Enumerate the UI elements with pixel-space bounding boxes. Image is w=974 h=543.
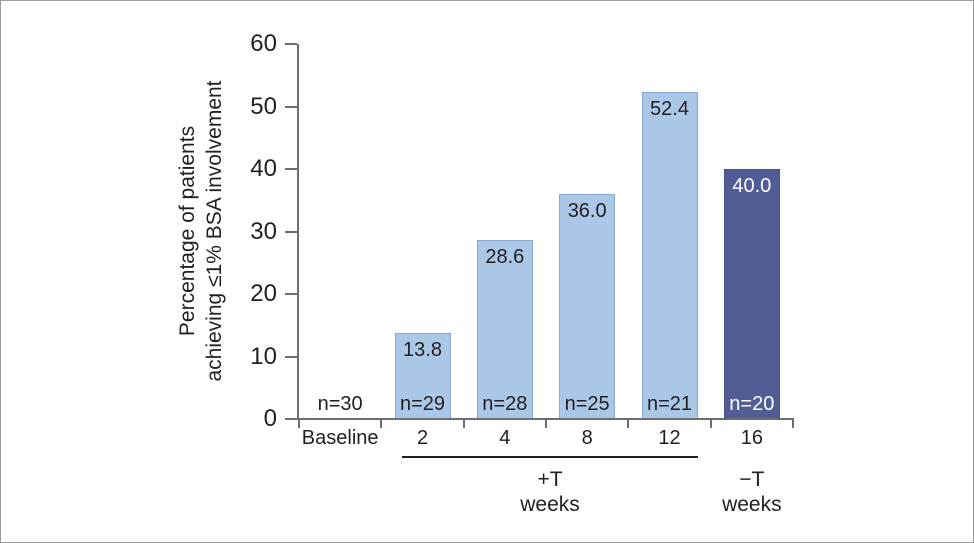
x-category-label: 2 [416, 427, 429, 449]
y-tick-label: 50 [250, 92, 277, 120]
bar-value-label: 13.8 [403, 338, 442, 361]
group-underline [402, 456, 698, 458]
y-tick-label: 20 [250, 280, 277, 307]
x-tick [792, 418, 794, 428]
bar-value-label: 52.4 [650, 97, 689, 120]
y-tick [285, 43, 297, 45]
group-sublabel-line: weeks [520, 493, 580, 516]
bar-n-label: n=25 [564, 393, 610, 415]
bar-n-label: n=30 [317, 393, 363, 415]
y-tick-label: 40 [250, 155, 277, 182]
y-tick-label: 0 [263, 405, 277, 432]
bar-n-label: n=21 [646, 393, 693, 415]
y-tick [285, 168, 297, 170]
bar-week-8 [559, 194, 616, 419]
y-tick [285, 230, 297, 233]
bar-week-12 [641, 91, 698, 419]
bar-value-label: 40.0 [732, 175, 772, 197]
y-tick [285, 293, 297, 295]
x-category-label: 12 [658, 427, 681, 449]
bar-value-label: 36.0 [567, 200, 607, 222]
treatment-group-label: +T weeks [490, 467, 610, 517]
bar-value-label: 28.6 [485, 246, 525, 269]
x-category-label: 8 [581, 427, 593, 449]
y-tick [285, 105, 297, 108]
bar-n-label: n=28 [482, 393, 528, 415]
bar-week-16 [723, 169, 780, 419]
treatment-group-label: −T weeks [692, 467, 812, 517]
bar-n-label: n=20 [729, 393, 775, 415]
x-tick [462, 418, 465, 428]
x-tick [380, 418, 383, 428]
x-tick [545, 418, 547, 428]
y-tick [285, 355, 297, 358]
y-tick-label: 10 [250, 342, 277, 370]
x-tick [627, 418, 630, 428]
x-category-label: 4 [499, 427, 511, 449]
group-label-line: +T [537, 468, 563, 491]
bar-n-label: n=29 [399, 393, 446, 415]
y-tick-label: 60 [250, 30, 277, 57]
x-tick [298, 418, 300, 428]
y-tick [285, 418, 297, 420]
y-axis-line [297, 44, 299, 419]
y-tick-label: 30 [250, 217, 277, 245]
x-category-label: 16 [740, 427, 763, 449]
x-category-label: Baseline [301, 427, 379, 449]
bar-week-2 [394, 332, 451, 419]
group-sublabel-line: weeks [722, 493, 782, 516]
x-tick [709, 418, 712, 428]
group-label-line: −T [739, 468, 765, 491]
